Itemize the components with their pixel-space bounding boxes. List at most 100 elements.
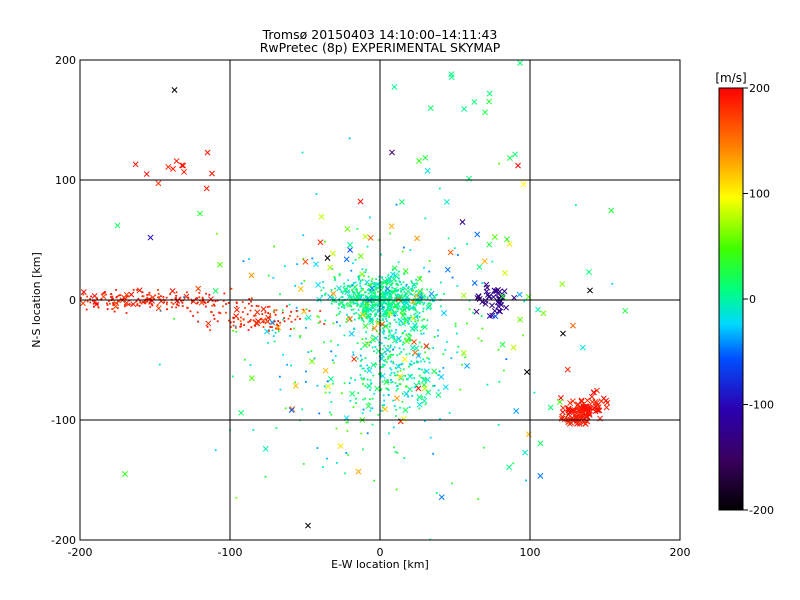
scatter-point-505 [360,287,363,290]
scatter-point-1400 [160,295,162,298]
scatter-point-1440 [118,300,120,303]
colorbar-tick-label: 200 [749,82,770,95]
scatter-point-1002 [498,162,501,165]
scatter-point-896 [398,383,401,386]
scatter-point-1108 [373,479,376,482]
scatter-point-795 [436,334,439,337]
scatter-point-1358 [111,298,113,301]
scatter-point-848 [417,361,420,364]
scatter-point-1793 [349,390,356,397]
scatter-point-851 [390,378,392,381]
scatter-point-1765 [492,313,499,320]
scatter-point-1106 [279,388,282,391]
scatter-point-33 [378,308,381,310]
scatter-point-1336 [112,302,115,305]
scatter-point-1391 [139,289,141,292]
scatter-point-717 [410,360,413,363]
scatter-point-1266 [93,300,96,303]
scatter-point-167 [347,285,350,288]
scatter-point-1807 [516,291,523,298]
scatter-point-1096 [420,291,423,294]
scatter-point-1408 [142,295,145,298]
scatter-point-1154 [334,355,337,357]
scatter-point-30 [367,289,369,291]
scatter-point-1107 [423,420,426,422]
scatter-point-622 [418,312,421,314]
scatter-point-698 [373,301,376,304]
scatter-point-1301 [179,296,182,299]
scatter-point-565 [338,274,341,277]
scatter-point-1157 [234,325,237,328]
scatter-point-1791 [359,312,366,318]
scatter-point-812 [356,342,359,345]
scatter-point-339 [369,290,372,293]
scatter-point-968 [356,227,359,230]
scatter-point-1186 [361,338,364,341]
scatter-point-548 [403,286,405,289]
scatter-point-1022 [426,297,429,300]
scatter-point-181 [392,300,395,302]
scatter-point-516 [349,286,351,288]
scatter-point-232 [366,317,368,320]
scatter-point-1716 [496,308,503,315]
scatter-point-221 [322,281,324,283]
scatter-point-1738 [398,198,405,205]
scatter-point-518 [363,313,365,316]
scatter-point-1 [421,288,424,291]
scatter-point-1390 [225,303,227,305]
scatter-point-1720 [414,235,420,242]
scatter-point-1325 [170,301,173,304]
scatter-point-685 [373,292,376,295]
scatter-point-1013 [448,412,451,414]
scatter-point-462 [407,303,410,306]
scatter-point-1449 [250,297,253,300]
scatter-point-1774 [412,325,419,332]
scatter-point-1031 [281,309,284,312]
scatter-point-97 [398,301,401,304]
scatter-point-1033 [402,368,405,371]
scatter-point-672 [413,308,416,311]
scatter-point-105 [472,311,474,314]
scatter-point-1161 [330,401,333,403]
scatter-point-279 [361,311,364,313]
scatter-point-1409 [206,301,209,303]
scatter-point-1518 [276,323,278,326]
scatter-point-233 [356,288,358,291]
scatter-point-1057 [399,369,402,372]
scatter-point-1859 [305,522,311,529]
scatter-point-1820 [394,395,400,402]
scatter-point-1135 [453,247,456,250]
scatter-point-1196 [513,408,520,414]
scatter-point-302 [364,291,366,294]
scatter-point-287 [385,317,387,320]
scatter-point-1188 [369,216,371,219]
scatter-point-657 [413,295,416,297]
scatter-point-1076 [267,274,270,277]
scatter-point-671 [395,294,398,297]
scatter-point-1562 [239,325,242,328]
scatter-point-688 [418,297,421,300]
scatter-point-1798 [502,270,508,276]
scatter-point-213 [423,301,426,304]
scatter-point-941 [381,353,384,355]
scatter-point-258 [388,316,390,318]
scatter-point-988 [361,378,364,381]
scatter-point-641 [395,283,398,286]
scatter-point-586 [394,297,396,300]
scatter-point-855 [370,341,372,344]
scatter-point-1015 [346,313,348,316]
scatter-point-1735 [302,258,309,265]
scatter-point-154 [343,282,345,285]
scatter-point-1759 [347,242,354,248]
scatter-point-463 [388,279,390,282]
scatter-point-1220 [343,256,350,263]
scatter-point-910 [366,367,373,374]
scatter-point-789 [416,360,418,363]
scatter-point-1652 [583,413,590,420]
scatter-point-1849 [208,170,215,177]
scatter-point-1253 [401,400,404,403]
scatter-point-1019 [405,333,408,336]
scatter-point-231 [390,296,393,299]
scatter-point-931 [383,336,386,339]
scatter-point-578 [394,288,396,290]
